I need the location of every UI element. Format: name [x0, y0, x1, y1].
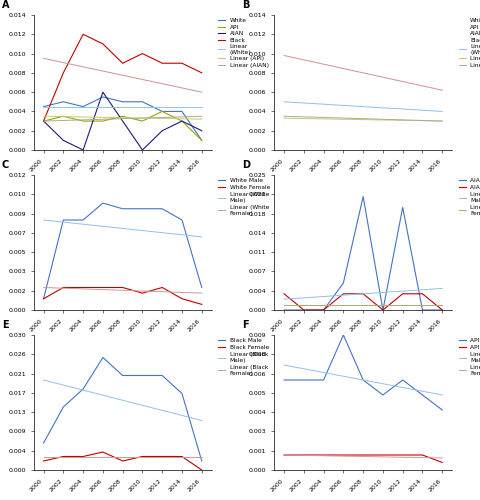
Legend: Black Male, Black Female, Linear (Black
Male), Linear (Black
Female): Black Male, Black Female, Linear (Black …: [217, 338, 268, 376]
Legend: White Male, White Female, Linear (White
Male), Linear (White
Female): White Male, White Female, Linear (White …: [217, 178, 270, 216]
Legend: AIAN Male, AIAN Female, Linear (AIAN
Male), Linear (AIAN
Female): AIAN Male, AIAN Female, Linear (AIAN Mal…: [457, 178, 480, 216]
Text: A: A: [1, 0, 9, 10]
Text: E: E: [1, 320, 8, 330]
Legend: White, API, AIAN, Black, Linear
(White), Linear (API), Linear (AIAN): White, API, AIAN, Black, Linear (White),…: [217, 18, 268, 68]
Text: B: B: [241, 0, 249, 10]
Text: F: F: [241, 320, 248, 330]
Text: C: C: [1, 160, 9, 170]
Legend: White, API, AIAN, Black, Linear
(White), Linear (API), Linear (AIAN): White, API, AIAN, Black, Linear (White),…: [457, 18, 480, 68]
Legend: API Male, API Female, Linear (API
Male), Linear (API
Female): API Male, API Female, Linear (API Male),…: [457, 338, 480, 376]
Text: D: D: [241, 160, 250, 170]
